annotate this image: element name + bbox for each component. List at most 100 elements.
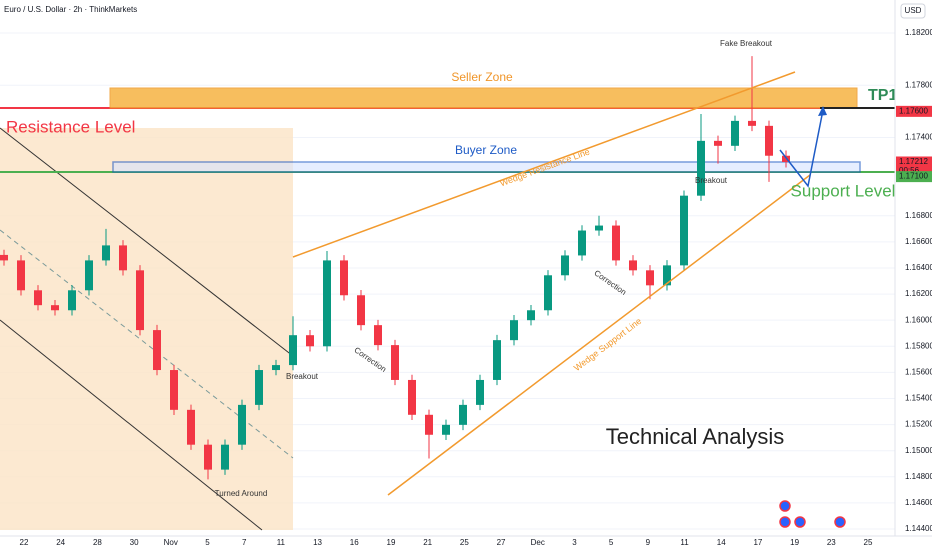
y-tick-label: 1.15400 bbox=[905, 394, 932, 403]
y-tick-label: 1.16000 bbox=[905, 315, 932, 324]
x-tick-label: Dec bbox=[531, 538, 545, 547]
x-tick-label: 23 bbox=[827, 538, 836, 547]
channel-upper bbox=[0, 127, 294, 357]
x-tick-label: 7 bbox=[242, 538, 247, 547]
candle-body bbox=[442, 424, 450, 435]
candle-body bbox=[221, 444, 229, 470]
x-tick-label: Nov bbox=[164, 538, 178, 547]
annotation: Breakout bbox=[695, 176, 728, 185]
y-tick-label: 1.16200 bbox=[905, 289, 932, 298]
annotation: Technical Analysis bbox=[606, 424, 785, 449]
x-tick-label: 28 bbox=[93, 538, 102, 547]
candle-body bbox=[289, 335, 297, 366]
x-tick-label: 19 bbox=[387, 538, 396, 547]
candle-body bbox=[425, 414, 433, 435]
buyer-zone bbox=[112, 161, 861, 173]
candle-body bbox=[272, 365, 280, 371]
candle-body bbox=[646, 270, 654, 286]
candle-body bbox=[357, 295, 365, 326]
currency-box[interactable] bbox=[900, 3, 926, 19]
y-tick-label: 1.17400 bbox=[905, 133, 932, 142]
x-tick-label: 13 bbox=[313, 538, 322, 547]
y-tick-label: 1.16400 bbox=[905, 263, 932, 272]
candle-body bbox=[17, 260, 25, 291]
chart-title: Euro / U.S. Dollar · 2h · ThinkMarkets bbox=[4, 5, 137, 14]
candle-body bbox=[663, 265, 671, 286]
price-axis bbox=[895, 0, 932, 550]
candle-body bbox=[340, 260, 348, 296]
candle-body bbox=[153, 330, 161, 371]
annotation: Fake Breakout bbox=[720, 39, 773, 48]
candle-body bbox=[34, 290, 42, 306]
candle-body bbox=[731, 120, 739, 146]
candle-body bbox=[68, 290, 76, 311]
x-tick-label: 5 bbox=[609, 538, 614, 547]
x-tick-label: 16 bbox=[350, 538, 359, 547]
candle-body bbox=[527, 310, 535, 321]
x-tick-label: 25 bbox=[460, 538, 469, 547]
x-tick-label: 11 bbox=[277, 538, 286, 547]
annotation: Buyer Zone bbox=[455, 143, 517, 157]
x-tick-label: 30 bbox=[130, 538, 139, 547]
candle-body bbox=[748, 120, 756, 126]
y-tick-label: 1.14400 bbox=[905, 524, 932, 533]
currency: USD bbox=[905, 6, 922, 15]
candle-body bbox=[51, 305, 59, 311]
annotation: Seller Zone bbox=[451, 70, 513, 84]
wedge-support bbox=[387, 174, 811, 496]
annotation: Turned Around bbox=[215, 489, 268, 498]
candle-body bbox=[238, 404, 246, 445]
x-tick-label: 24 bbox=[56, 538, 65, 547]
price-label: 1.17600 bbox=[899, 106, 928, 115]
candle-body bbox=[612, 225, 620, 261]
channel-shade bbox=[0, 128, 293, 530]
x-tick-label: 5 bbox=[205, 538, 210, 547]
countdown: 00:56 bbox=[899, 166, 920, 175]
candle-body bbox=[765, 125, 773, 156]
annotation: TP1 bbox=[868, 87, 897, 104]
candle-body bbox=[374, 325, 382, 346]
channel-lower bbox=[0, 319, 263, 531]
x-tick-label: 22 bbox=[20, 538, 29, 547]
candle-body bbox=[0, 254, 8, 261]
candle-body bbox=[187, 409, 195, 445]
price-label: 1.17100 bbox=[899, 172, 928, 181]
candle-body bbox=[408, 379, 416, 415]
event-icon[interactable] bbox=[779, 516, 791, 528]
y-tick-label: 1.15800 bbox=[905, 341, 932, 350]
price-label-box bbox=[896, 171, 932, 183]
event-icon[interactable] bbox=[779, 500, 791, 512]
candle-body bbox=[102, 245, 110, 261]
price-label: 1.17212 bbox=[899, 157, 928, 166]
y-tick-label: 1.16800 bbox=[905, 211, 932, 220]
price-label-box bbox=[896, 105, 932, 117]
x-tick-label: 17 bbox=[753, 538, 762, 547]
y-tick-label: 1.14800 bbox=[905, 472, 932, 481]
candle-body bbox=[306, 335, 314, 347]
y-tick-label: 1.15000 bbox=[905, 446, 932, 455]
y-tick-label: 1.18200 bbox=[905, 28, 932, 37]
annotation: Resistance Level bbox=[6, 117, 135, 136]
x-tick-label: 3 bbox=[572, 538, 577, 547]
event-icon[interactable] bbox=[834, 516, 846, 528]
candle-body bbox=[170, 370, 178, 410]
x-tick-label: 25 bbox=[864, 538, 873, 547]
candle-body bbox=[697, 140, 705, 196]
candle-body bbox=[493, 340, 501, 380]
candle-body bbox=[391, 345, 399, 380]
candle-body bbox=[204, 444, 212, 470]
x-tick-label: 9 bbox=[646, 538, 651, 547]
x-tick-label: 11 bbox=[680, 538, 689, 547]
candle-body bbox=[510, 320, 518, 341]
candle-body bbox=[629, 260, 637, 271]
x-tick-label: 14 bbox=[717, 538, 726, 547]
y-tick-label: 1.14600 bbox=[905, 498, 932, 507]
candle-body bbox=[714, 140, 722, 146]
axes: 1.18200 1.17800 1.17400 1.16800 1.16600 1.164… bbox=[20, 28, 932, 547]
candle-body bbox=[476, 379, 484, 405]
candle-body bbox=[578, 230, 586, 256]
annotation: Breakout bbox=[286, 372, 319, 381]
event-icon[interactable] bbox=[794, 516, 806, 528]
